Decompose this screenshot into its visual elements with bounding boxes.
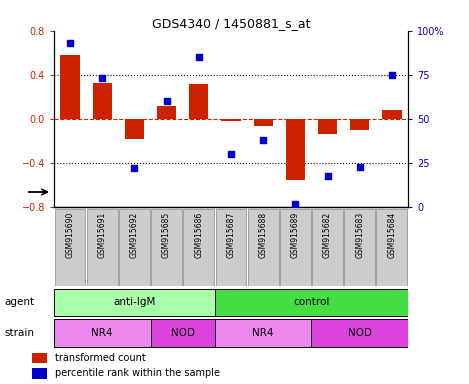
Text: agent: agent — [5, 297, 35, 307]
Point — [324, 172, 331, 179]
Text: GSM915685: GSM915685 — [162, 212, 171, 258]
Bar — [344, 209, 375, 286]
Text: NR4: NR4 — [252, 328, 274, 338]
Text: control: control — [293, 297, 330, 308]
Bar — [54, 209, 85, 286]
Bar — [312, 209, 343, 286]
Point — [292, 201, 299, 207]
Bar — [382, 110, 401, 119]
Bar — [311, 319, 408, 347]
Bar — [318, 119, 337, 134]
Text: NOD: NOD — [348, 328, 372, 338]
Bar — [221, 119, 241, 121]
Bar — [87, 209, 118, 286]
Bar — [248, 209, 279, 286]
Bar — [61, 55, 80, 119]
Text: GSM915684: GSM915684 — [387, 212, 396, 258]
Bar — [54, 289, 215, 316]
Bar — [119, 209, 150, 286]
Point — [98, 75, 106, 81]
Text: GSM915690: GSM915690 — [66, 212, 75, 258]
Title: GDS4340 / 1450881_s_at: GDS4340 / 1450881_s_at — [152, 17, 310, 30]
Text: GSM915689: GSM915689 — [291, 212, 300, 258]
Bar — [32, 368, 46, 379]
Bar — [215, 289, 408, 316]
Point — [356, 164, 363, 170]
Bar — [286, 119, 305, 180]
Text: anti-IgM: anti-IgM — [113, 297, 156, 308]
Bar — [54, 319, 151, 347]
Text: GSM915686: GSM915686 — [194, 212, 203, 258]
Point — [66, 40, 74, 46]
Bar — [254, 119, 273, 126]
Text: strain: strain — [5, 328, 35, 338]
Text: percentile rank within the sample: percentile rank within the sample — [55, 368, 220, 378]
Point — [163, 98, 170, 104]
Bar — [350, 119, 370, 130]
Bar — [151, 209, 182, 286]
Text: transformed count: transformed count — [55, 353, 146, 363]
Text: GSM915687: GSM915687 — [227, 212, 235, 258]
Point — [131, 166, 138, 172]
Bar — [377, 209, 408, 286]
Bar — [92, 83, 112, 119]
Bar — [280, 209, 311, 286]
Bar — [32, 353, 46, 363]
Bar — [157, 106, 176, 119]
Text: GSM915682: GSM915682 — [323, 212, 332, 258]
Bar — [183, 209, 214, 286]
Text: NOD: NOD — [171, 328, 195, 338]
Bar — [216, 209, 246, 286]
Point — [388, 72, 396, 78]
Bar — [215, 319, 311, 347]
Point — [259, 137, 267, 143]
Text: GSM915692: GSM915692 — [130, 212, 139, 258]
Bar — [189, 84, 208, 119]
Bar — [125, 119, 144, 139]
Point — [195, 54, 203, 60]
Text: NR4: NR4 — [91, 328, 113, 338]
Text: GSM915683: GSM915683 — [355, 212, 364, 258]
Text: GSM915691: GSM915691 — [98, 212, 107, 258]
Text: GSM915688: GSM915688 — [259, 212, 268, 258]
Bar — [151, 319, 215, 347]
Point — [227, 151, 234, 157]
